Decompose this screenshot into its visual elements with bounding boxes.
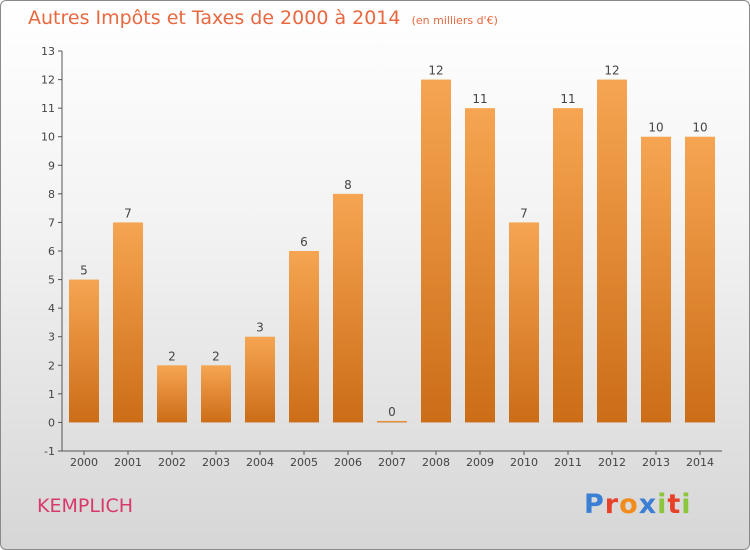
proxiti-logo[interactable]: Proxiti — [584, 489, 692, 520]
x-tick-label: 2005 — [290, 456, 318, 469]
y-tick-label: 11 — [41, 102, 55, 115]
data-label-2012: 12 — [604, 64, 619, 78]
x-tick-label: 2002 — [158, 456, 186, 469]
bar-2005 — [289, 251, 319, 423]
x-tick-label: 2004 — [246, 456, 274, 469]
bar-2003 — [201, 365, 231, 423]
data-label-2000: 5 — [80, 264, 88, 278]
y-tick-label: 12 — [41, 74, 55, 87]
x-tick-label: 2007 — [378, 456, 406, 469]
title-main: Autres Impôts et Taxes de 2000 à 2014 — [28, 7, 401, 29]
bar-2014 — [685, 136, 715, 423]
bar-2008 — [421, 79, 451, 423]
x-tick-label: 2001 — [114, 456, 142, 469]
data-label-2002: 2 — [168, 349, 176, 363]
bar-2012 — [597, 79, 627, 423]
bars — [69, 79, 715, 423]
x-tick-label: 2008 — [422, 456, 450, 469]
chart-title: Autres Impôts et Taxes de 2000 à 2014 (e… — [28, 7, 498, 29]
logo-letter: i — [657, 489, 668, 520]
bar-2009 — [465, 108, 495, 423]
logo-letter: t — [667, 489, 682, 520]
y-tick-label: 3 — [48, 331, 55, 344]
bar-2001 — [113, 222, 143, 423]
x-tick-label: 2012 — [598, 456, 626, 469]
x-tick-label: 2010 — [510, 456, 538, 469]
y-tick-label: 1 — [48, 388, 55, 401]
data-label-2009: 11 — [472, 92, 487, 106]
data-label-2006: 8 — [344, 178, 352, 192]
x-tick-label: 2009 — [466, 456, 494, 469]
bar-2010 — [509, 222, 539, 423]
bar-2000 — [69, 279, 99, 423]
y-tick-label: 0 — [48, 416, 55, 429]
data-label-2011: 11 — [560, 92, 575, 106]
data-label-2005: 6 — [300, 235, 308, 249]
logo-letter: o — [619, 489, 639, 520]
x-tick-label: 2011 — [554, 456, 582, 469]
logo-letter: r — [604, 489, 620, 520]
data-label-2007: 0 — [388, 405, 396, 419]
data-label-2003: 2 — [212, 349, 220, 363]
x-tick-label: 2003 — [202, 456, 230, 469]
y-tick-label: 7 — [48, 216, 55, 229]
title-unit: (en milliers d'€) — [411, 14, 498, 27]
bar-2002 — [157, 365, 187, 423]
y-tick-label: 2 — [48, 359, 55, 372]
y-tick-label: -1 — [44, 445, 55, 458]
x-tick-label: 2013 — [642, 456, 670, 469]
x-tick-label: 2014 — [686, 456, 714, 469]
y-tick-label: 8 — [48, 188, 55, 201]
y-tick-label: 10 — [41, 131, 55, 144]
y-tick-label: 9 — [48, 159, 55, 172]
x-tick-label: 2000 — [70, 456, 98, 469]
y-tick-label: 6 — [48, 245, 55, 258]
data-label-2008: 12 — [428, 64, 443, 78]
y-tick-label: 13 — [41, 45, 55, 58]
data-label-2010: 7 — [520, 206, 528, 220]
y-tick-label: 4 — [48, 302, 55, 315]
logo-letter: x — [638, 489, 658, 520]
bar-2006 — [333, 193, 363, 423]
x-tick-label: 2006 — [334, 456, 362, 469]
data-label-2013: 10 — [648, 121, 663, 135]
data-label-2004: 3 — [256, 321, 264, 335]
bar-2007 — [377, 420, 407, 423]
y-tick-label: 5 — [48, 274, 55, 287]
logo-letter: i — [681, 489, 692, 520]
data-label-2014: 10 — [692, 121, 707, 135]
bar-2011 — [553, 108, 583, 423]
commune-name: KEMPLICH — [37, 495, 134, 517]
logo-letter: P — [584, 489, 605, 520]
bar-2013 — [641, 136, 671, 423]
data-labels: 5 7 2 2 3 6 8 0 12 11 7 11 12 10 10 — [80, 64, 707, 419]
data-label-2001: 7 — [124, 206, 132, 220]
x-axis: 2000 2001 2002 2003 2004 2005 2006 2007 2008 2009… — [62, 450, 722, 469]
bar-2004 — [245, 336, 275, 423]
